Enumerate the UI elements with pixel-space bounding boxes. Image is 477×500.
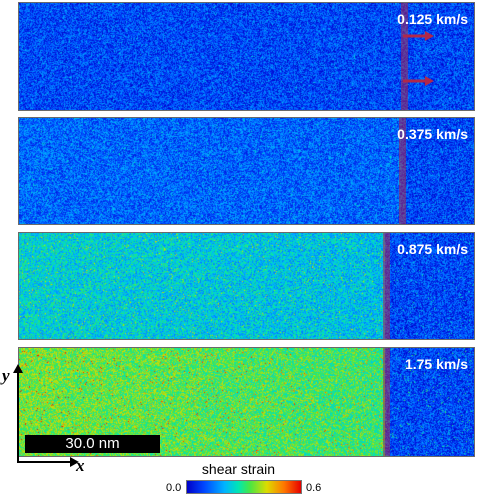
- strain-map-panel-1: 0.125 km/s: [18, 2, 475, 111]
- velocity-arrows: [402, 31, 434, 86]
- colorbar-max-label: 0.6: [306, 482, 322, 494]
- shock-front-3: [382, 233, 390, 339]
- velocity-label-2: 0.375 km/s: [397, 126, 468, 142]
- strain-map-panel-2: 0.375 km/s: [18, 117, 475, 225]
- velocity-label-3: 0.875 km/s: [397, 241, 468, 257]
- strain-field-2: [19, 118, 474, 224]
- y-axis-label: y: [2, 366, 10, 385]
- strain-map-panel-3: 0.875 km/s: [18, 232, 475, 340]
- y-axis-line: [17, 370, 19, 462]
- strain-field-3: [19, 233, 474, 339]
- colorbar-min-label: 0.0: [166, 482, 182, 494]
- colorbar-title: shear strain: [201, 461, 276, 477]
- shock-front-4: [382, 348, 390, 456]
- x-axis-label: x: [76, 456, 85, 475]
- strain-map-panel-4: 1.75 km/s 30.0 nm: [18, 347, 475, 457]
- strain-field-1: [19, 3, 474, 110]
- x-axis-line: [17, 461, 70, 463]
- scale-bar: 30.0 nm: [25, 435, 160, 453]
- velocity-label-1: 0.125 km/s: [397, 11, 468, 27]
- shock-front-1: [400, 3, 408, 110]
- velocity-label-4: 1.75 km/s: [404, 356, 468, 372]
- x-axis-arrow-icon: [70, 457, 79, 467]
- shock-front-2: [398, 118, 406, 224]
- colorbar: [186, 480, 302, 494]
- y-axis-arrow-icon: [13, 364, 23, 373]
